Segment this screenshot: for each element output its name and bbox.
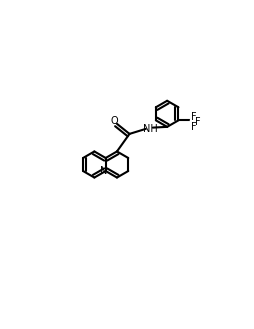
Text: O: O [110,116,118,126]
Text: F: F [195,116,201,127]
Text: NH: NH [143,124,158,134]
Text: F: F [191,122,196,132]
Text: F: F [191,112,196,122]
Text: N: N [100,166,107,176]
